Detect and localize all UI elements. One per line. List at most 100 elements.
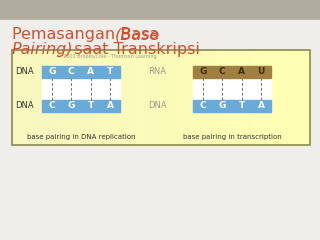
- Bar: [209, 50, 210, 145]
- Bar: [308, 50, 309, 145]
- Bar: [261, 50, 262, 145]
- Bar: [104, 50, 105, 145]
- Bar: [294, 50, 295, 145]
- Bar: [66, 50, 67, 145]
- Bar: [175, 50, 176, 145]
- Bar: [199, 50, 200, 145]
- Bar: [147, 50, 148, 145]
- Bar: [193, 66, 271, 78]
- Bar: [20, 50, 21, 145]
- Bar: [103, 50, 104, 145]
- Text: T: T: [239, 102, 245, 110]
- Bar: [69, 50, 70, 145]
- Text: G: G: [199, 67, 206, 77]
- Bar: [269, 50, 270, 145]
- Text: A: A: [87, 67, 94, 77]
- Bar: [91, 50, 92, 145]
- Bar: [46, 50, 47, 145]
- Bar: [163, 50, 164, 145]
- Bar: [239, 50, 240, 145]
- Bar: [44, 50, 45, 145]
- Bar: [124, 50, 125, 145]
- Bar: [284, 50, 285, 145]
- Bar: [94, 50, 95, 145]
- Bar: [42, 78, 120, 100]
- Bar: [154, 50, 155, 145]
- Bar: [216, 50, 217, 145]
- Text: Pemasangan Basa: Pemasangan Basa: [12, 27, 164, 42]
- Bar: [193, 78, 271, 100]
- Bar: [77, 50, 78, 145]
- Bar: [244, 50, 245, 145]
- Bar: [220, 50, 221, 145]
- Bar: [37, 50, 38, 145]
- Text: C: C: [48, 102, 55, 110]
- Text: Pairing): Pairing): [12, 42, 74, 57]
- Bar: [109, 50, 110, 145]
- Bar: [235, 50, 236, 145]
- Bar: [157, 50, 158, 145]
- Bar: [265, 50, 266, 145]
- Bar: [134, 50, 135, 145]
- Bar: [155, 50, 156, 145]
- Bar: [238, 50, 239, 145]
- Bar: [16, 50, 17, 145]
- Bar: [98, 50, 99, 145]
- Bar: [62, 50, 63, 145]
- Bar: [282, 50, 283, 145]
- Bar: [61, 50, 62, 145]
- Bar: [299, 50, 300, 145]
- Bar: [114, 50, 115, 145]
- Bar: [249, 50, 250, 145]
- Bar: [34, 50, 35, 145]
- Bar: [47, 50, 48, 145]
- Bar: [258, 50, 259, 145]
- Bar: [15, 50, 16, 145]
- Bar: [219, 50, 220, 145]
- Bar: [194, 50, 195, 145]
- Bar: [52, 50, 53, 145]
- Text: G: G: [68, 102, 75, 110]
- Bar: [119, 50, 120, 145]
- Bar: [203, 50, 204, 145]
- Bar: [211, 50, 212, 145]
- Bar: [223, 50, 224, 145]
- Bar: [187, 50, 188, 145]
- Bar: [250, 50, 251, 145]
- Bar: [92, 50, 93, 145]
- Bar: [288, 50, 289, 145]
- Bar: [64, 50, 65, 145]
- Bar: [165, 50, 166, 145]
- Bar: [287, 50, 288, 145]
- Bar: [78, 50, 79, 145]
- Bar: [70, 50, 71, 145]
- Bar: [149, 50, 150, 145]
- Bar: [35, 50, 36, 145]
- Bar: [289, 50, 290, 145]
- Bar: [135, 50, 136, 145]
- Bar: [101, 50, 102, 145]
- Bar: [85, 50, 86, 145]
- Bar: [81, 50, 82, 145]
- Bar: [132, 50, 133, 145]
- Bar: [140, 50, 141, 145]
- Bar: [273, 50, 274, 145]
- Bar: [53, 50, 54, 145]
- Bar: [271, 50, 272, 145]
- Bar: [218, 50, 219, 145]
- Bar: [96, 50, 97, 145]
- Bar: [28, 50, 29, 145]
- Bar: [153, 50, 154, 145]
- Bar: [188, 50, 189, 145]
- Bar: [298, 50, 299, 145]
- Text: C: C: [219, 67, 226, 77]
- Bar: [41, 50, 42, 145]
- Text: base pairing in transcription: base pairing in transcription: [183, 134, 281, 140]
- Bar: [29, 50, 30, 145]
- Bar: [128, 50, 129, 145]
- Bar: [12, 50, 310, 145]
- Bar: [278, 50, 279, 145]
- Bar: [55, 50, 56, 145]
- Bar: [193, 100, 271, 112]
- Bar: [272, 50, 273, 145]
